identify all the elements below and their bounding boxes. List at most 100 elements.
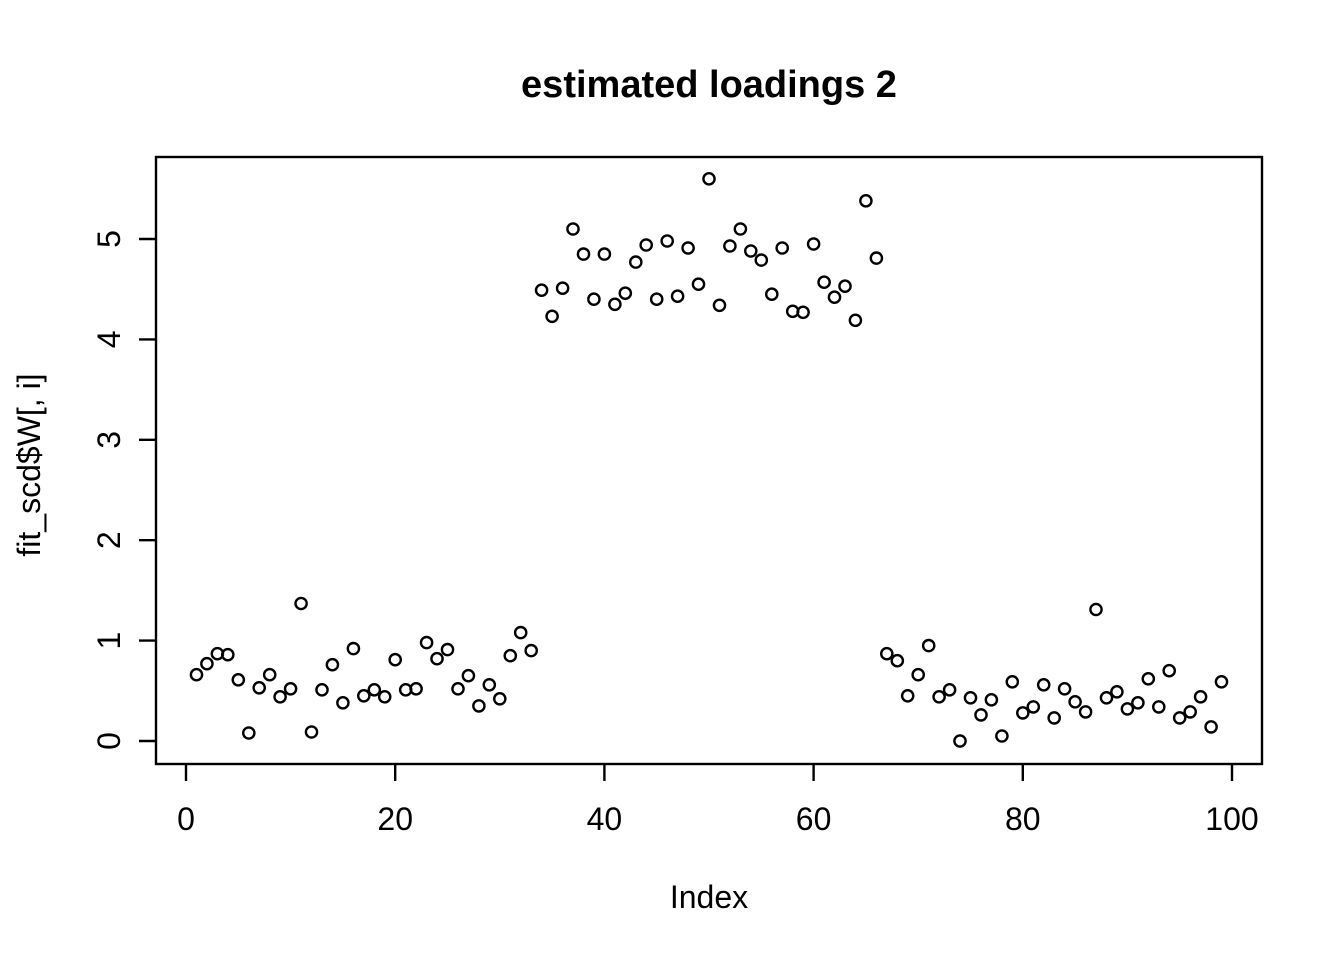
data-point	[1026, 700, 1041, 714]
data-point	[639, 238, 654, 252]
y-axis-tick-label: 1	[91, 632, 127, 650]
data-point	[440, 642, 455, 657]
x-axis-title: Index	[670, 879, 748, 915]
data-point	[1214, 675, 1229, 689]
data-point	[200, 656, 214, 671]
data-point	[513, 625, 528, 640]
data-point	[796, 305, 810, 320]
data-point	[618, 286, 633, 301]
y-axis-tick-label: 0	[91, 732, 127, 750]
data-point	[283, 682, 298, 696]
data-point	[367, 683, 382, 697]
data-point	[388, 652, 403, 667]
data-point	[503, 648, 518, 663]
data-point	[336, 696, 350, 710]
data-point	[566, 222, 580, 236]
x-axis-tick-label: 60	[796, 801, 832, 837]
data-point	[409, 682, 423, 696]
data-point	[880, 646, 894, 661]
chart-title: estimated loadings 2	[521, 64, 897, 106]
data-point	[775, 241, 790, 255]
data-point	[1152, 700, 1166, 714]
data-point	[1120, 702, 1135, 716]
data-point	[963, 691, 978, 705]
data-point	[524, 643, 539, 658]
data-point	[597, 247, 612, 261]
data-point	[702, 171, 716, 186]
data-point	[733, 222, 748, 236]
data-point	[744, 244, 758, 258]
data-point	[974, 708, 988, 722]
data-point	[681, 241, 695, 255]
data-point	[294, 596, 308, 611]
x-axis-tick-label: 40	[587, 801, 623, 837]
data-point	[315, 683, 329, 697]
data-point	[534, 283, 549, 298]
data-point	[629, 255, 643, 269]
data-point	[900, 689, 915, 703]
data-point	[1204, 720, 1218, 734]
data-point	[660, 234, 675, 248]
data-point	[995, 729, 1009, 743]
data-point	[1183, 705, 1197, 719]
x-axis: 0 20 40 60 80 100	[177, 764, 1259, 837]
x-axis-tick-label: 80	[1005, 801, 1041, 837]
data-point	[932, 690, 946, 704]
data-point	[911, 667, 926, 682]
data-point	[1036, 678, 1051, 692]
data-point	[1078, 705, 1093, 719]
data-point	[691, 277, 706, 292]
data-point	[231, 673, 246, 687]
data-point	[984, 693, 999, 707]
data-point	[827, 290, 842, 305]
data-point	[869, 251, 884, 265]
data-point	[461, 668, 476, 683]
data-point	[430, 651, 444, 666]
data-point	[1047, 711, 1061, 725]
data-point	[377, 690, 392, 704]
data-point	[576, 247, 591, 261]
data-point	[608, 297, 622, 312]
data-point	[482, 678, 497, 692]
y-axis: 0 1 2 3 4 5	[91, 230, 156, 750]
data-point	[325, 657, 340, 672]
data-point	[754, 253, 769, 267]
data-point	[765, 287, 779, 302]
data-point	[817, 275, 831, 290]
data-point	[649, 292, 664, 307]
x-axis-tick-label: 100	[1205, 801, 1258, 837]
data-point	[1068, 695, 1082, 709]
data-point	[252, 681, 267, 695]
data-point	[838, 279, 852, 294]
data-point	[419, 635, 434, 650]
data-points-group	[189, 171, 1229, 748]
data-point	[241, 726, 256, 740]
data-point	[806, 237, 821, 251]
y-axis-title: fit_scd$W[, i]	[11, 373, 47, 556]
data-point	[304, 725, 319, 739]
data-point	[555, 281, 570, 296]
data-point	[1141, 672, 1156, 686]
data-point	[1131, 696, 1145, 710]
data-point	[587, 292, 601, 307]
data-point	[890, 653, 905, 668]
y-axis-tick-label: 5	[91, 230, 127, 248]
data-point	[189, 667, 204, 682]
data-point	[220, 647, 235, 662]
data-point	[953, 734, 967, 748]
data-point	[1057, 682, 1072, 696]
y-axis-tick-label: 3	[91, 431, 127, 449]
data-point	[942, 683, 957, 697]
data-point	[1162, 663, 1176, 678]
data-point	[1110, 685, 1124, 699]
data-point	[1016, 706, 1030, 720]
x-axis-tick-label: 0	[177, 801, 195, 837]
data-point	[273, 690, 287, 704]
data-point	[472, 699, 486, 713]
data-point	[1172, 711, 1187, 725]
data-point	[1193, 690, 1208, 704]
data-point	[451, 682, 465, 696]
data-point	[921, 638, 936, 653]
